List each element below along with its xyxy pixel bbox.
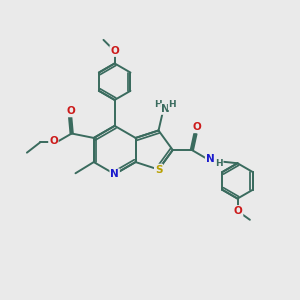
Text: O: O bbox=[66, 106, 75, 116]
Text: H: H bbox=[215, 159, 223, 168]
Text: H: H bbox=[154, 100, 161, 109]
Text: S: S bbox=[155, 164, 162, 175]
Text: O: O bbox=[110, 46, 119, 56]
Text: H: H bbox=[169, 100, 176, 109]
Text: N: N bbox=[110, 169, 119, 179]
Text: N: N bbox=[206, 154, 214, 164]
Text: O: O bbox=[234, 206, 242, 216]
Text: N: N bbox=[161, 104, 170, 114]
Text: O: O bbox=[193, 122, 201, 132]
Text: O: O bbox=[49, 136, 58, 146]
